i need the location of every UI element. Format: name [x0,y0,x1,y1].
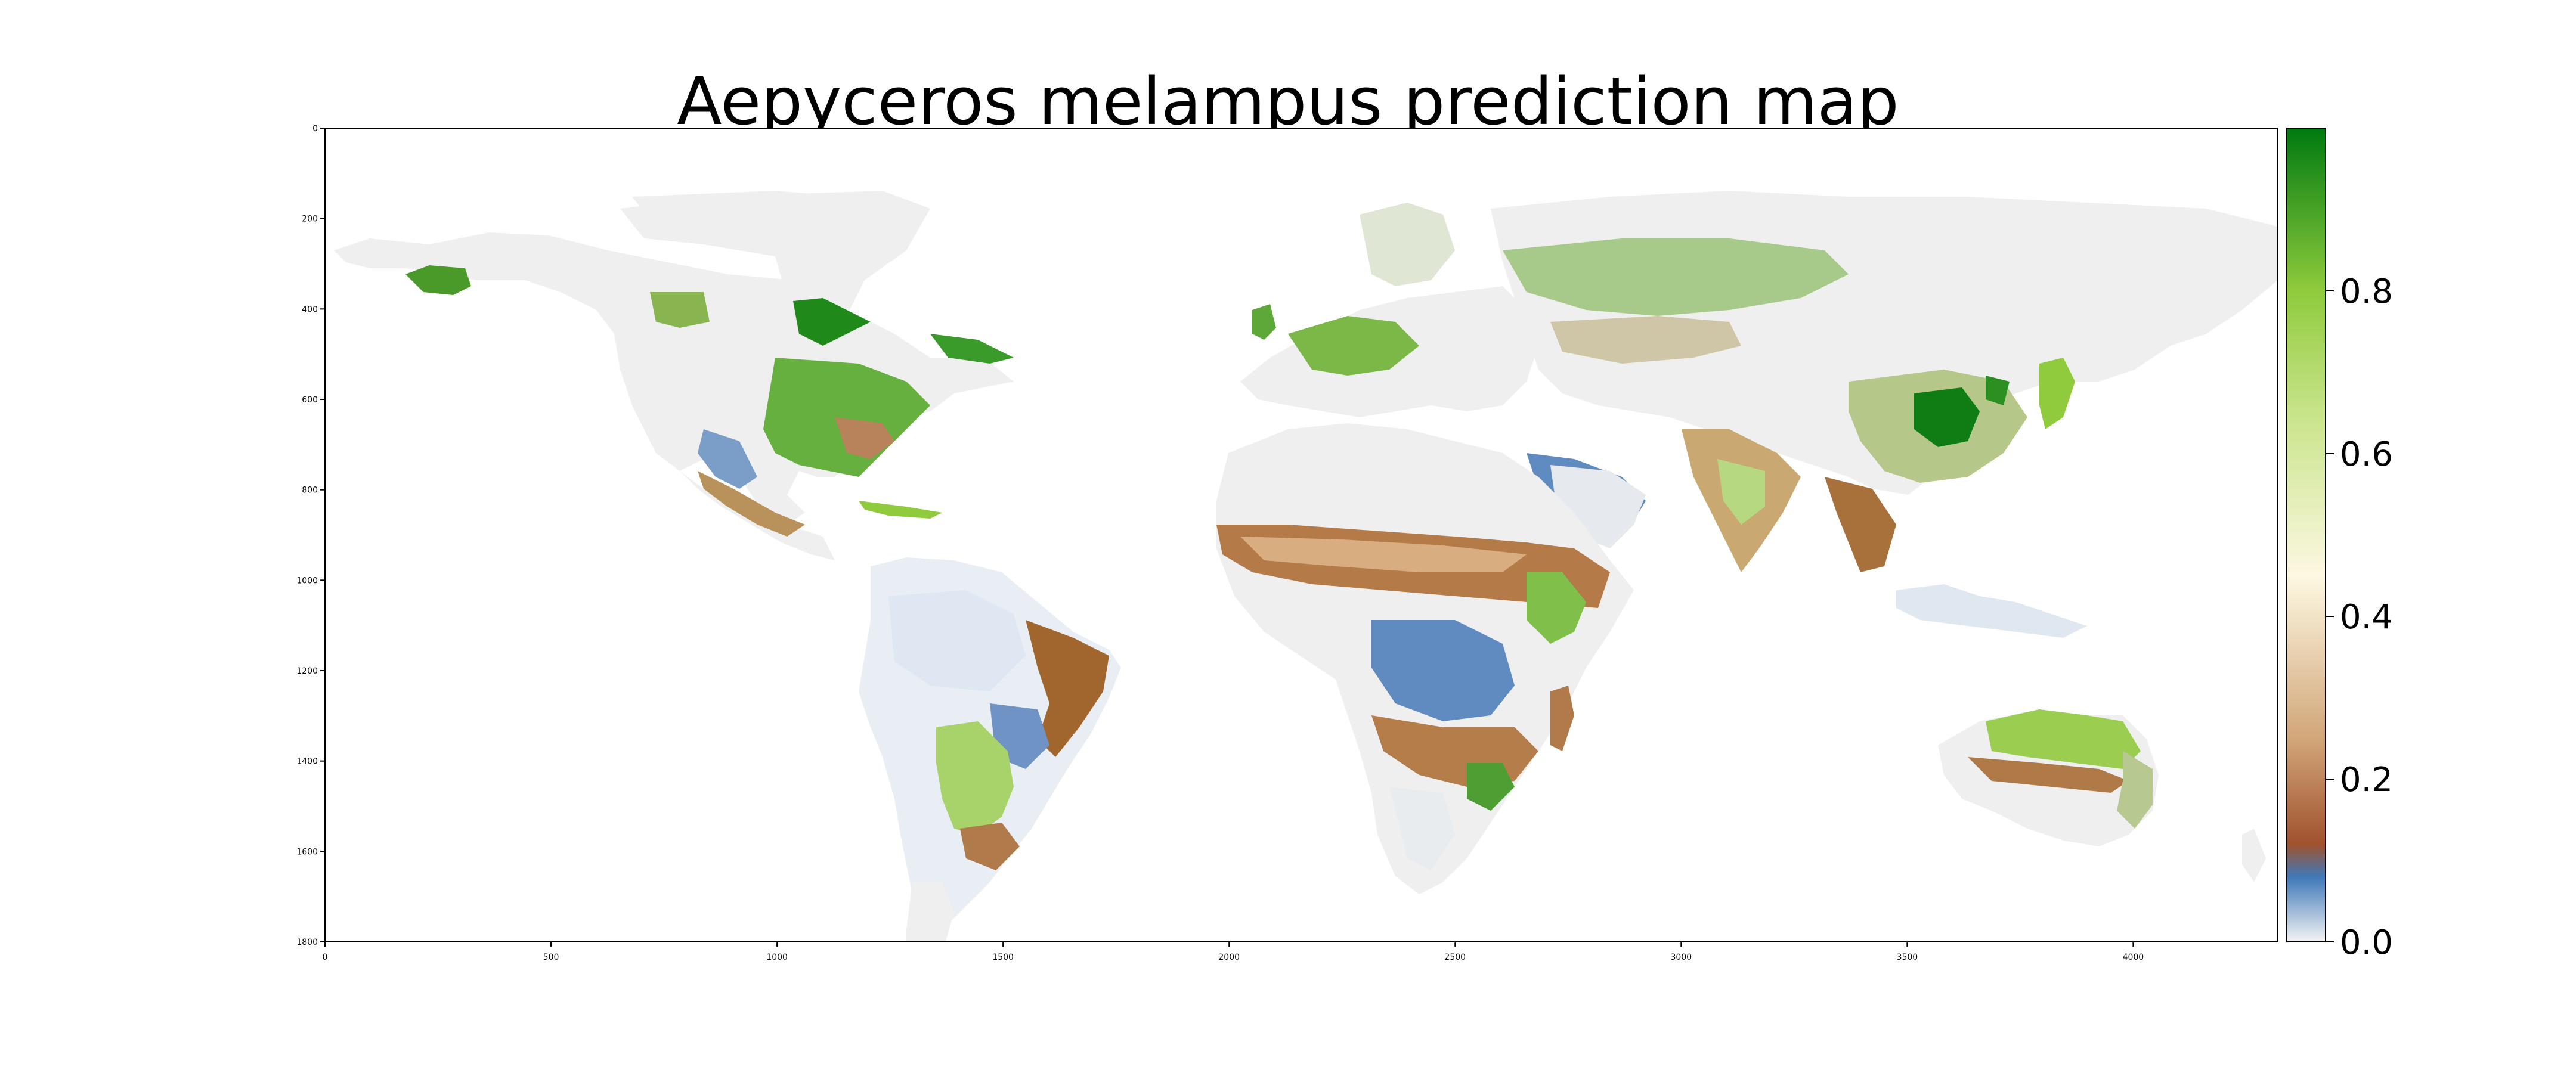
region-australia-north-green [1986,709,2141,769]
y-tick-label: 1200 [296,666,318,676]
region-south-america-green [936,721,1014,835]
y-tick-label: 200 [302,215,318,224]
colorbar-tick-label: 0.8 [2340,272,2393,311]
y-tick-label: 400 [302,305,318,314]
region-canada-green-east [793,298,871,346]
region-scandinavia [1360,203,1455,286]
y-tick-label: 1600 [296,847,318,857]
map-plot-area [325,128,2278,942]
region-mexico-mixed [698,471,805,536]
colorbar-axis: 0.0 0.2 0.4 0.6 0.8 [2326,272,2393,962]
region-alaska-green [405,265,471,295]
landmass-caribbean [859,501,942,519]
region-kalahari-grey [1389,787,1455,870]
colorbar-tick-label: 0.0 [2340,923,2393,962]
region-brazil-east-brown [1026,620,1109,757]
x-axis: 0 500 1000 1500 2000 2500 3000 3500 4000 [323,942,2144,962]
landmass-patagonia [906,882,954,942]
region-india-green [1717,459,1765,525]
y-tick-label: 600 [302,395,318,405]
x-tick-label: 1000 [766,953,788,962]
x-tick-label: 2000 [1218,953,1240,962]
region-europe-green [1288,316,1419,376]
y-axis: 0 200 400 600 800 1000 1200 1400 1600 1800 [296,124,325,947]
region-usa-east-green [763,358,930,477]
map-axes-frame [324,128,2278,942]
region-southeast-asia-brown [1825,477,1896,572]
region-kazakh-mixed [1550,316,1741,364]
region-central-africa-blue [1371,620,1515,721]
y-tick-label: 0 [312,124,318,134]
colorbar-tick-label: 0.4 [2340,598,2393,637]
region-amazon-pale-blue [888,590,1026,691]
region-uk-green [1252,304,1276,340]
colorbar-tick-label: 0.2 [2340,761,2393,799]
region-china-dark-green [1914,387,1980,447]
region-usa-southeast-brown [835,417,894,459]
colorbar [2286,128,2326,942]
region-australia-east-mixed [2117,751,2153,829]
x-tick-label: 2500 [1444,953,1466,962]
region-canada-green-west [650,292,710,328]
landmass-madagascar [1550,686,1574,751]
y-tick-label: 1800 [296,938,318,947]
x-tick-label: 3500 [1897,953,1918,962]
x-tick-label: 0 [323,953,328,962]
x-tick-label: 1500 [992,953,1014,962]
region-siberia-mixed-green [1503,238,1849,316]
landmass-indonesia [1896,584,2087,638]
region-southern-africa-green [1467,763,1515,811]
region-sahel-tan [1240,536,1527,572]
x-tick-label: 500 [543,953,559,962]
landmass-greenland [620,191,930,334]
landmass-arctic-islands [632,191,847,215]
landmass-japan [2039,358,2075,429]
y-tick-label: 1400 [296,757,318,767]
region-australia-brown [1968,757,2129,793]
region-east-africa-green [1527,572,1586,644]
map-title: Aepyceros melampus prediction map [677,63,1899,139]
x-tick-label: 3000 [1670,953,1692,962]
region-canada-green-quebec [930,334,1014,364]
y-tick-label: 800 [302,486,318,495]
region-korea-green [1986,376,2010,405]
region-usa-west-blue [698,429,757,489]
region-south-america-south-brown [960,823,1020,870]
x-tick-label: 4000 [2123,953,2144,962]
landmass-new-zealand [2242,829,2266,882]
y-tick-label: 1000 [296,576,318,585]
colorbar-tick-label: 0.6 [2340,435,2393,474]
